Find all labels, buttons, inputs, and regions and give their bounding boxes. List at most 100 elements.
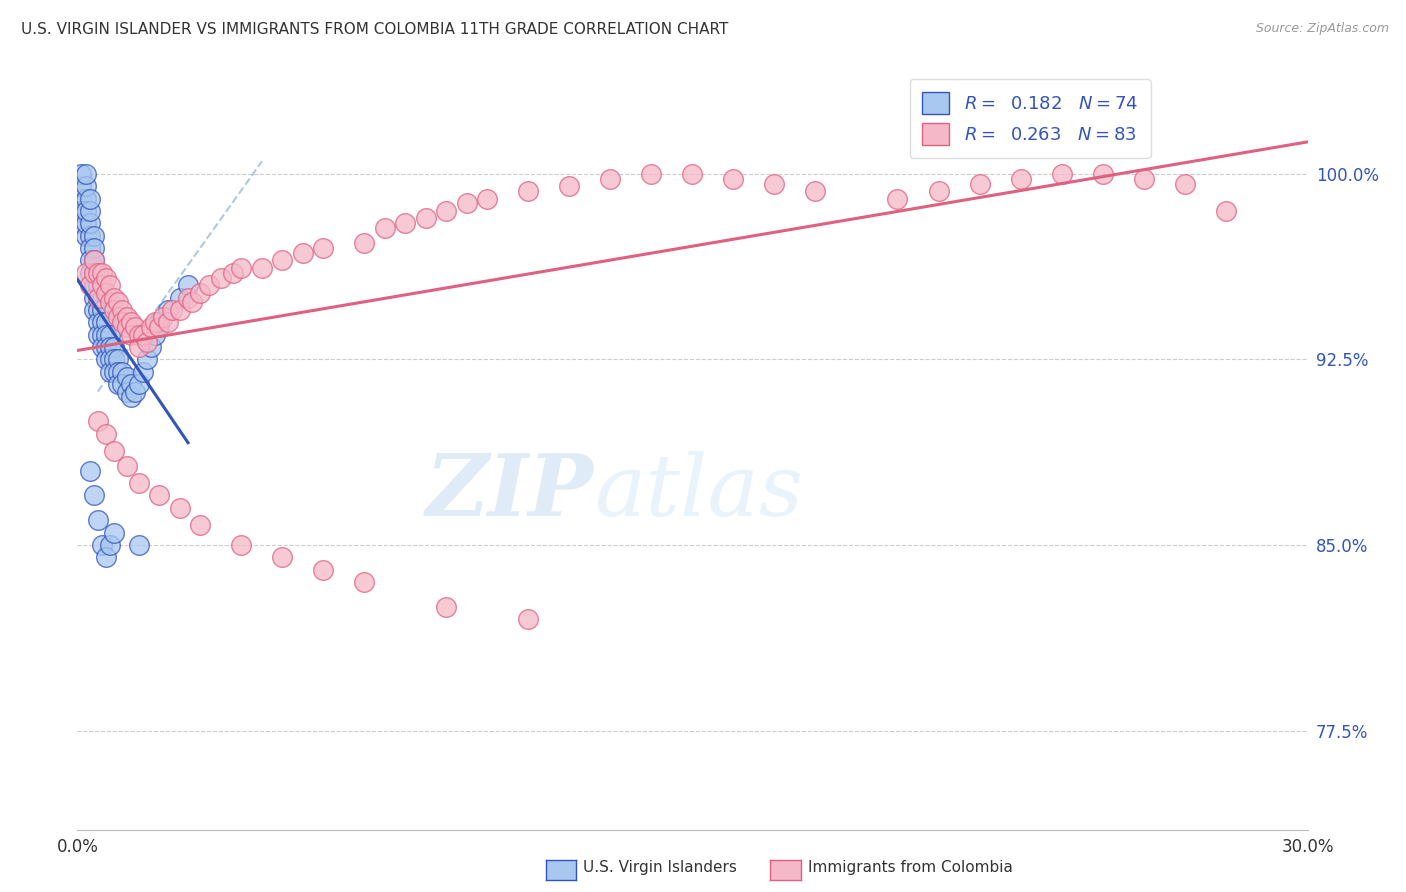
Point — [136, 334, 159, 349]
Point — [804, 184, 827, 198]
Point — [94, 550, 117, 565]
Point — [75, 216, 97, 230]
Point — [115, 320, 138, 334]
Point — [128, 327, 150, 342]
Point — [599, 171, 621, 186]
Point — [115, 369, 138, 384]
Point — [75, 266, 97, 280]
Point — [94, 426, 117, 441]
Point — [103, 525, 125, 540]
Point — [87, 266, 110, 280]
Point — [1050, 167, 1073, 181]
Point — [70, 167, 93, 181]
Point — [83, 241, 105, 255]
Point — [83, 488, 105, 502]
Point — [143, 315, 166, 329]
Point — [120, 315, 142, 329]
Point — [141, 320, 163, 334]
Point — [120, 377, 142, 392]
Point — [107, 295, 129, 310]
Point — [517, 612, 540, 626]
Point — [148, 320, 170, 334]
Point — [886, 192, 908, 206]
Point — [128, 377, 150, 392]
Point — [558, 179, 581, 194]
Point — [107, 352, 129, 367]
Point — [1132, 171, 1154, 186]
Point — [111, 302, 134, 317]
Point — [312, 563, 335, 577]
Point — [79, 241, 101, 255]
Point — [128, 340, 150, 354]
Point — [98, 278, 121, 293]
Point — [87, 315, 110, 329]
Point — [169, 291, 191, 305]
Point — [111, 365, 134, 379]
Point — [87, 414, 110, 428]
Point — [70, 179, 93, 194]
Point — [136, 352, 159, 367]
Point — [477, 192, 499, 206]
Point — [763, 177, 786, 191]
Point — [98, 340, 121, 354]
Point — [107, 365, 129, 379]
Text: Source: ZipAtlas.com: Source: ZipAtlas.com — [1256, 22, 1389, 36]
Point — [90, 315, 114, 329]
Point — [436, 203, 458, 218]
Point — [132, 327, 155, 342]
Point — [181, 295, 204, 310]
Point — [98, 538, 121, 552]
Point — [90, 291, 114, 305]
Point — [456, 196, 478, 211]
Point — [83, 266, 105, 280]
Point — [156, 315, 179, 329]
Point — [75, 192, 97, 206]
Legend: $R = \ \ 0.182$   $N = 74$, $R = \ \ 0.263$   $N = 83$: $R = \ \ 0.182$ $N = 74$, $R = \ \ 0.263… — [910, 79, 1152, 158]
Point — [87, 291, 110, 305]
Point — [394, 216, 416, 230]
Point — [103, 291, 125, 305]
Point — [94, 340, 117, 354]
Point — [83, 228, 105, 243]
Point — [177, 291, 200, 305]
Point — [120, 327, 142, 342]
Point — [103, 352, 125, 367]
Point — [197, 278, 219, 293]
Point — [75, 179, 97, 194]
Point — [90, 266, 114, 280]
Point — [148, 488, 170, 502]
Point — [70, 216, 93, 230]
Point — [79, 266, 101, 280]
Point — [1174, 177, 1197, 191]
Point — [209, 270, 232, 285]
Point — [415, 211, 437, 226]
Point — [103, 444, 125, 458]
Point — [169, 302, 191, 317]
Point — [128, 538, 150, 552]
Point — [188, 285, 212, 300]
Point — [128, 476, 150, 491]
Point — [640, 167, 662, 181]
Text: U.S. Virgin Islanders: U.S. Virgin Islanders — [583, 861, 737, 875]
Point — [79, 203, 101, 218]
Point — [98, 365, 121, 379]
Point — [103, 365, 125, 379]
Point — [87, 266, 110, 280]
Point — [79, 464, 101, 478]
Text: Immigrants from Colombia: Immigrants from Colombia — [808, 861, 1014, 875]
Point — [152, 310, 174, 325]
Point — [231, 260, 253, 275]
Point — [271, 253, 294, 268]
Point — [1215, 203, 1237, 218]
Point — [124, 320, 146, 334]
Point — [94, 352, 117, 367]
Text: ZIP: ZIP — [426, 450, 595, 533]
Point — [79, 253, 101, 268]
Point — [312, 241, 335, 255]
Point — [90, 327, 114, 342]
Text: U.S. VIRGIN ISLANDER VS IMMIGRANTS FROM COLOMBIA 11TH GRADE CORRELATION CHART: U.S. VIRGIN ISLANDER VS IMMIGRANTS FROM … — [21, 22, 728, 37]
Point — [124, 384, 146, 399]
Point — [353, 236, 375, 251]
Point — [87, 278, 110, 293]
Point — [353, 575, 375, 590]
